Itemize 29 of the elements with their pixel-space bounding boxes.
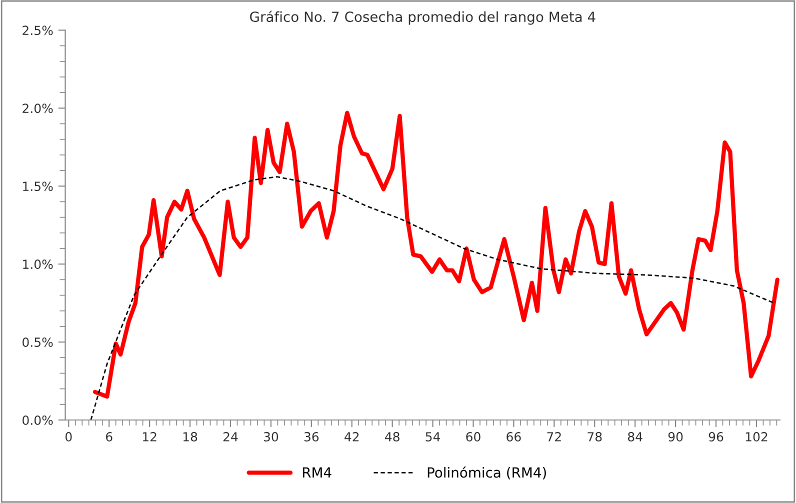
x-tick-label: 30 xyxy=(264,432,278,442)
x-tick-label: 0 xyxy=(65,432,72,442)
x-tick-label: 36 xyxy=(304,432,319,442)
y-tick-label: 1.5% xyxy=(23,182,53,192)
x-tick-label: 96 xyxy=(708,432,724,442)
legend-label: Polinómica (RM4) xyxy=(428,466,546,480)
legend-label: RM4 xyxy=(302,467,332,478)
x-tick-label: 72 xyxy=(547,432,561,442)
x-tick-label: 60 xyxy=(466,432,480,442)
y-tick-label: 2.5% xyxy=(22,26,53,36)
x-tick-label: 102 xyxy=(746,432,768,442)
x-tick-label: 54 xyxy=(426,432,440,442)
x-tick-label: 42 xyxy=(344,432,359,442)
line-series xyxy=(90,176,775,420)
y-tick-label: 0.0% xyxy=(22,415,53,425)
x-tick-label: 84 xyxy=(628,432,642,442)
x-tick-label: 6 xyxy=(106,432,112,442)
x-tick-label: 48 xyxy=(384,432,400,442)
y-tick-label: 2.0% xyxy=(22,104,53,114)
y-tick-label: 1.0% xyxy=(23,260,53,269)
y-tick-label: 0.5% xyxy=(22,338,53,347)
x-tick-label: 24 xyxy=(223,432,238,442)
x-tick-label: 66 xyxy=(506,432,521,442)
chart-title: Gráfico No. 7 Cosecha promedio del rango Meta 4 xyxy=(250,10,596,25)
x-tick-label: 90 xyxy=(668,432,683,442)
x-tick-label: 12 xyxy=(142,432,156,442)
x-tick-label: 18 xyxy=(183,432,198,442)
line-series xyxy=(92,110,780,399)
x-tick-label: 78 xyxy=(588,432,602,442)
